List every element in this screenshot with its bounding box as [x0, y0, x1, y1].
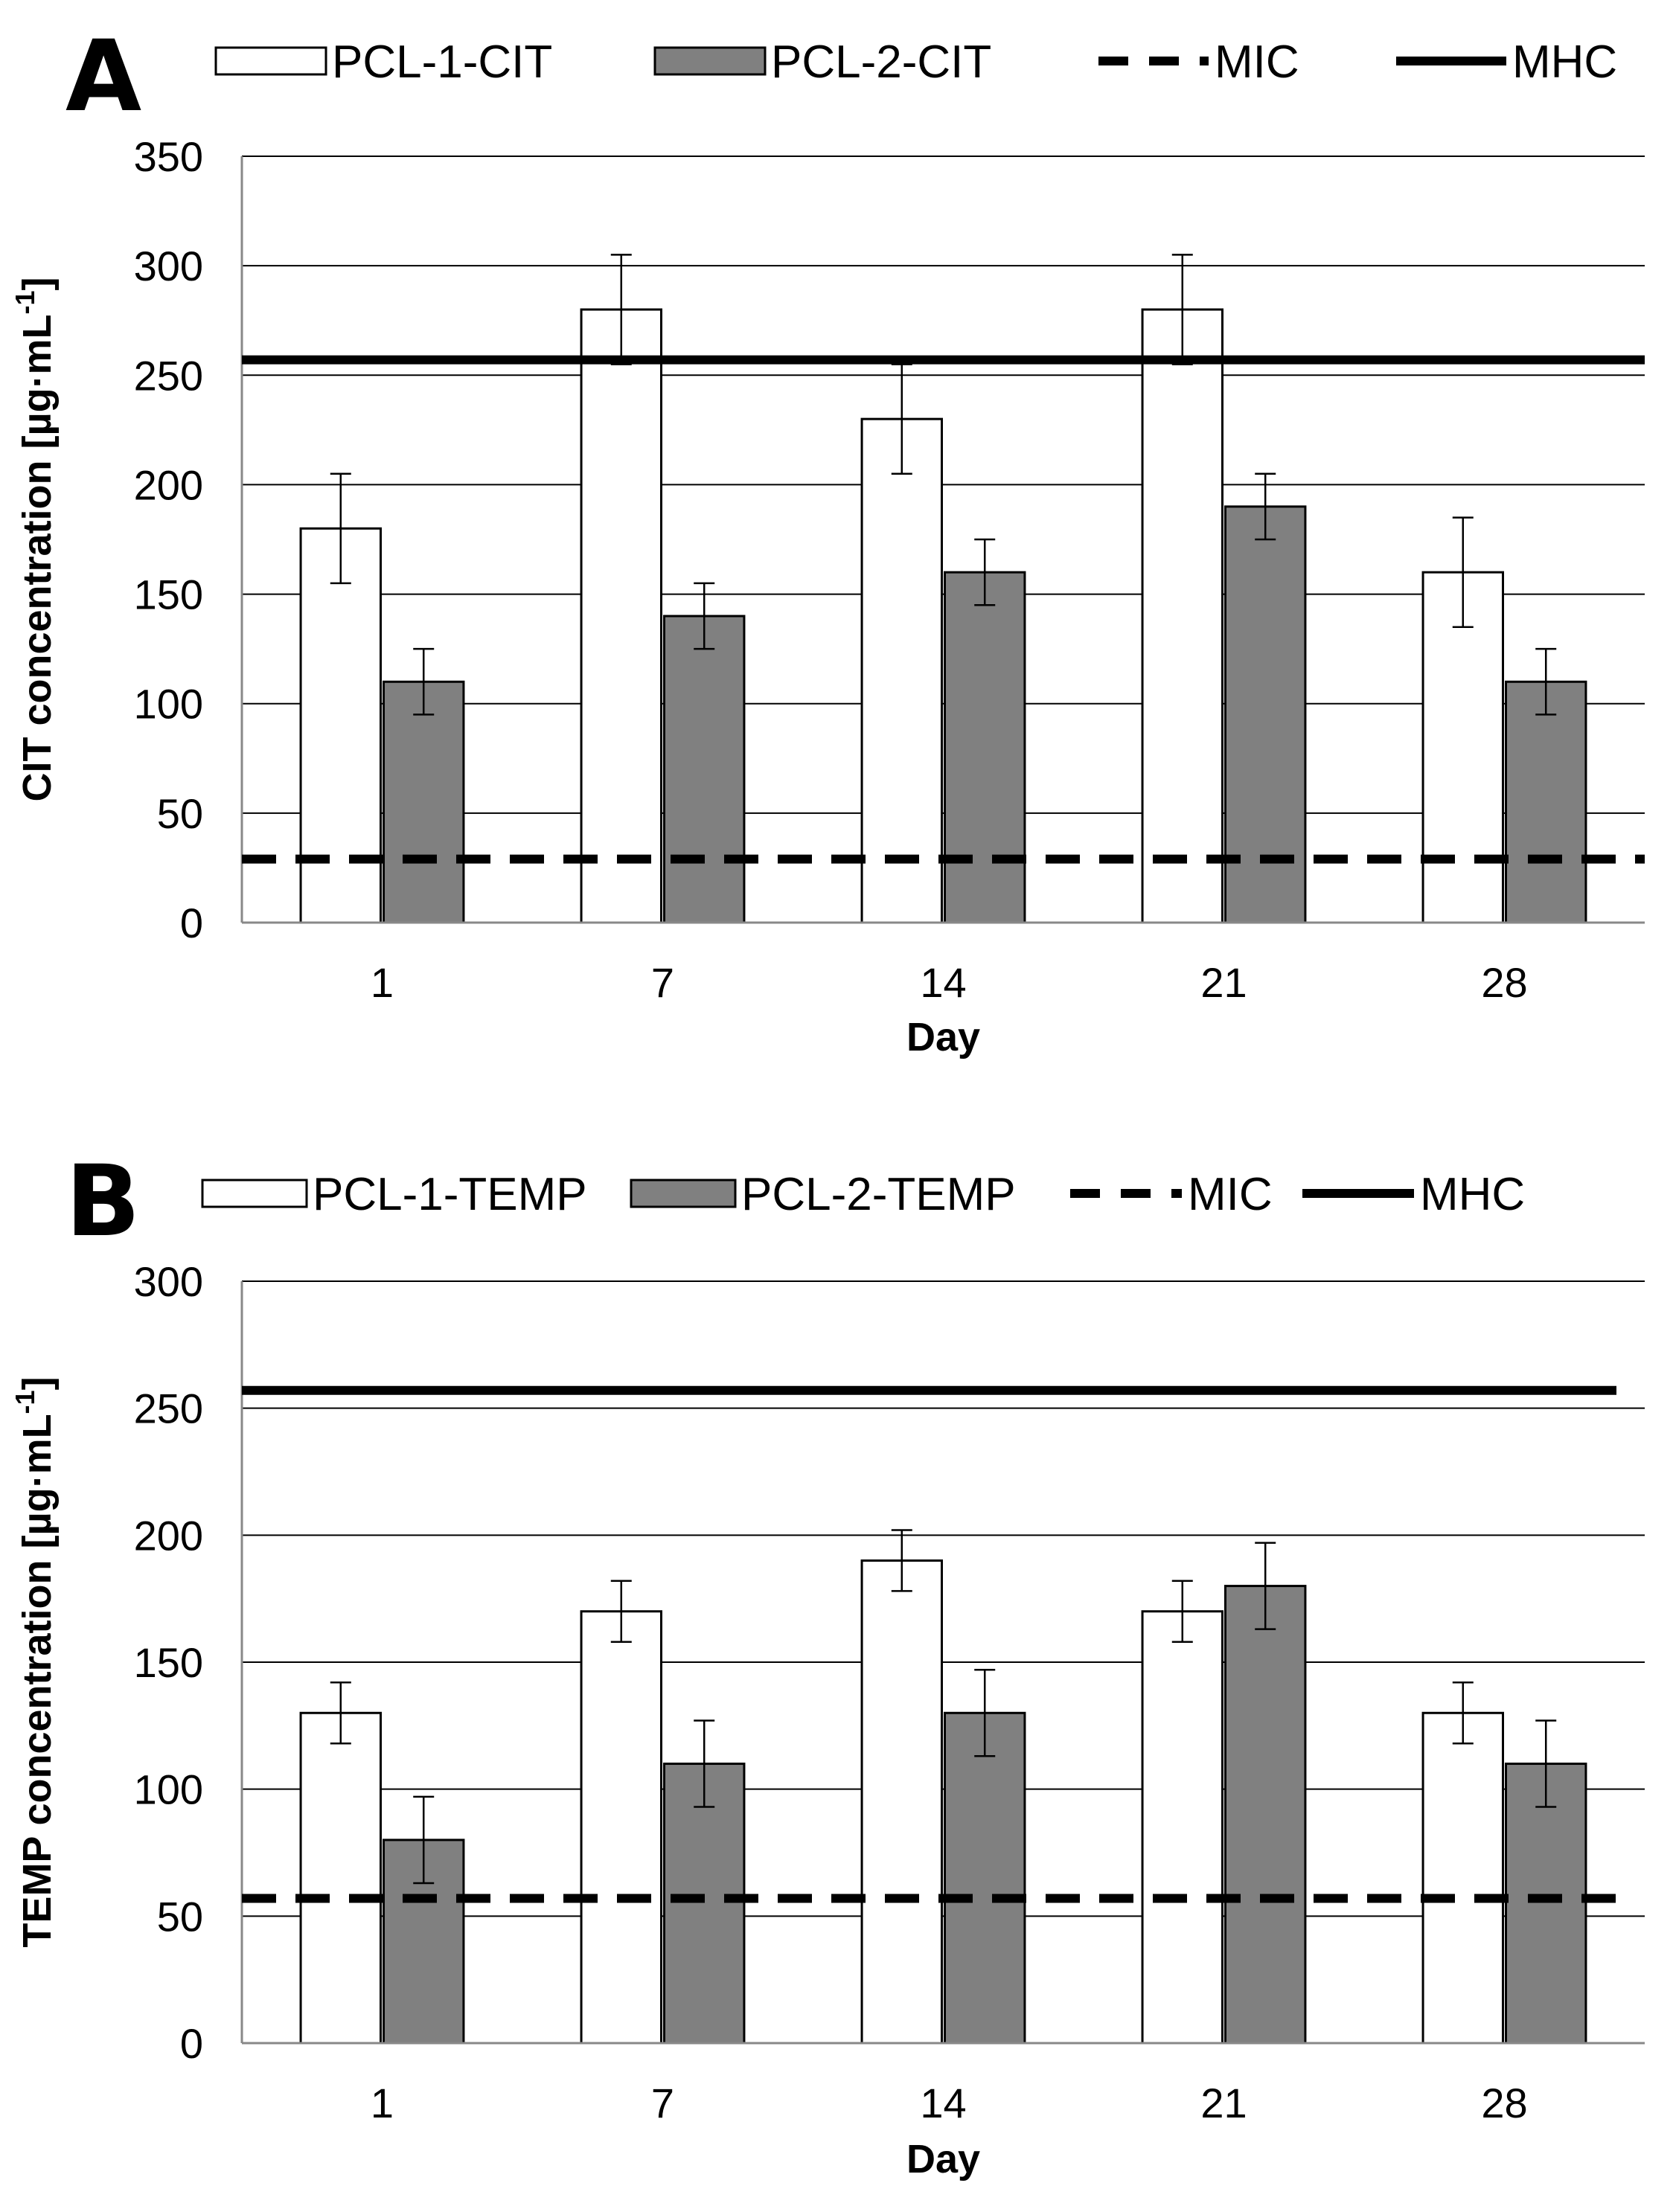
bar-pcl-2-temp	[1505, 1763, 1587, 2045]
y-tick-label: 150	[134, 1639, 203, 1686]
legend-label: PCL-2-CIT	[771, 36, 991, 88]
y-tick-label: 50	[157, 790, 203, 837]
legend-label: MIC	[1215, 36, 1299, 88]
y-tick-label: 250	[134, 352, 203, 399]
x-tick-label: 1	[371, 959, 394, 1006]
y-tick-label: 0	[180, 2020, 203, 2067]
bar-pcl-2-cit	[383, 680, 465, 924]
y-tick-label: 200	[134, 461, 203, 508]
bar-pcl-1-cit	[860, 417, 944, 924]
legend-swatch-pcl-2-cit	[653, 46, 767, 76]
bar-pcl-1-cit	[580, 308, 662, 924]
bar-pcl-2-cit	[944, 571, 1026, 924]
x-tick-label: 14	[920, 2080, 966, 2126]
panel-letter: B	[65, 1144, 141, 1259]
bar-pcl-1-cit	[1141, 308, 1224, 924]
panel-letter: A	[65, 19, 141, 134]
legend-swatch-pcl-2-temp	[630, 1179, 737, 1208]
y-tick-label: 50	[157, 1893, 203, 1940]
x-tick-label: 28	[1481, 959, 1527, 1006]
bar-pcl-2-cit	[1505, 680, 1587, 924]
bar-pcl-2-temp	[1224, 1585, 1307, 2045]
x-axis-title: Day	[906, 1015, 980, 1059]
x-tick-label: 21	[1200, 2080, 1247, 2126]
bar-pcl-1-temp	[580, 1610, 662, 2045]
y-tick-label: 200	[134, 1512, 203, 1559]
bar-pcl-2-temp	[944, 1711, 1026, 2045]
legend-label: MIC	[1188, 1169, 1273, 1220]
legend-label: MHC	[1512, 36, 1617, 88]
y-tick-label: 100	[134, 681, 203, 728]
panel-b: B 0 50 100 150 200 250 300 1 7 14 21 28 PCL-1-TEMP PCL…	[10, 1144, 1645, 2181]
y-tick-label: 300	[134, 243, 203, 289]
bar-pcl-2-cit	[1224, 505, 1307, 924]
y-axis-title: CIT concentration [µg·mL-1]	[10, 277, 60, 801]
bar-pcl-1-temp	[1141, 1610, 1224, 2045]
y-axis-title: TEMP concentration [µg·mL-1]	[10, 1376, 60, 1947]
x-tick-label: 21	[1200, 959, 1247, 1006]
bar-pcl-2-temp	[663, 1763, 746, 2045]
y-tick-label: 350	[134, 133, 203, 180]
bar-pcl-1-temp	[1421, 1711, 1505, 2045]
legend-swatch-pcl-1-temp	[201, 1179, 308, 1208]
y-tick-label: 300	[134, 1258, 203, 1305]
legend-swatch-pcl-1-cit	[214, 46, 327, 76]
x-tick-label: 14	[920, 959, 966, 1006]
bar-pcl-2-cit	[663, 615, 746, 924]
x-tick-label: 7	[651, 959, 674, 1006]
legend-label: PCL-2-TEMP	[741, 1169, 1016, 1220]
x-tick-label: 7	[651, 2080, 674, 2126]
bar-pcl-1-temp	[299, 1711, 382, 2045]
legend-label: PCL-1-TEMP	[313, 1169, 587, 1220]
y-tick-label: 100	[134, 1766, 203, 1813]
legend-label: MHC	[1420, 1169, 1525, 1220]
y-tick-label: 150	[134, 571, 203, 618]
bar-pcl-1-temp	[860, 1559, 944, 2045]
legend-label: PCL-1-CIT	[332, 36, 552, 88]
x-tick-label: 28	[1481, 2080, 1527, 2126]
x-tick-label: 1	[371, 2080, 394, 2126]
x-axis-title: Day	[906, 2137, 980, 2181]
y-tick-label: 0	[180, 900, 203, 946]
y-tick-label: 250	[134, 1385, 203, 1432]
panel-a: A 0 50 100 150 200 250 300 350 1 7 14 21 28 PCL-1-CIT P…	[10, 19, 1645, 1059]
